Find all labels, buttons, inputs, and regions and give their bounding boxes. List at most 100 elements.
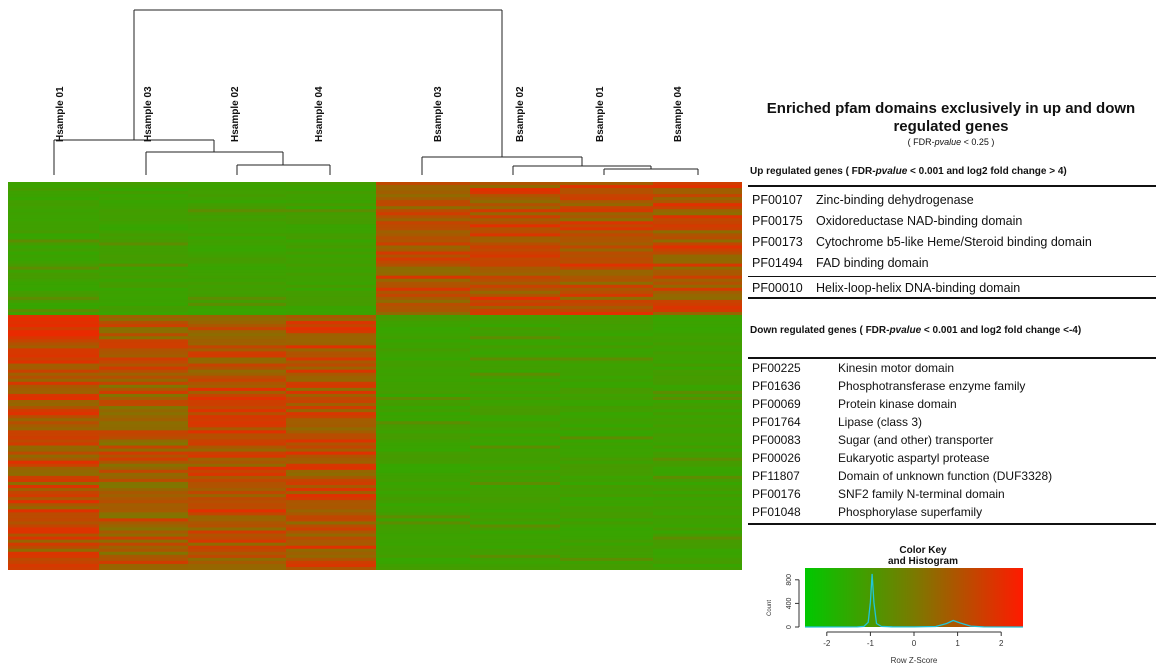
heatmap-cell <box>286 560 377 565</box>
heatmap-cell <box>286 242 377 247</box>
heatmap-cell <box>560 269 654 274</box>
heatmap-cell <box>376 524 471 529</box>
heatmap-cell <box>653 475 742 480</box>
heatmap-cell <box>470 424 561 428</box>
heatmap-cell <box>8 375 100 380</box>
heatmap-cell <box>560 384 654 389</box>
heatmap-cell <box>376 430 471 434</box>
heatmap-cell <box>470 406 561 410</box>
heatmap-cell <box>560 488 654 492</box>
heatmap-cell <box>286 330 377 334</box>
heatmap-cell <box>286 351 377 356</box>
heatmap-cell <box>286 512 377 516</box>
heatmap-cell <box>560 433 654 438</box>
heatmap-cell <box>470 351 561 356</box>
heatmap-cell <box>99 278 189 283</box>
heatmap-cell <box>286 369 377 374</box>
heatmap-cell <box>653 563 742 568</box>
heatmap-cell <box>470 194 561 198</box>
heatmap-cell <box>653 230 742 234</box>
heatmap-cell <box>653 248 742 253</box>
heatmap-cell <box>470 506 561 510</box>
heatmap-cell <box>99 406 189 410</box>
heatmap-cell <box>286 563 377 568</box>
heatmap-cell <box>286 384 377 389</box>
up-section-header: Up regulated genes ( FDR-pvalue < 0.001 … <box>750 166 1067 177</box>
heatmap-cell <box>470 445 561 450</box>
heatmap-cell <box>560 327 654 331</box>
heatmap-cell <box>8 400 100 404</box>
heatmap-cell <box>99 200 189 204</box>
heatmap-cell <box>470 400 561 404</box>
heatmap-cell <box>8 287 100 292</box>
heatmap-cell <box>560 424 654 428</box>
heatmap-cell <box>470 203 561 207</box>
heatmap-cell <box>99 485 189 489</box>
heatmap-cell <box>470 384 561 389</box>
heatmap-cell <box>99 302 189 307</box>
heatmap-cell <box>653 242 742 247</box>
heatmap-cell <box>286 284 377 289</box>
dendro-root <box>133 9 503 157</box>
heatmap-cell <box>560 336 654 340</box>
heatmap-cell <box>286 302 377 307</box>
heatmap-cell <box>560 554 654 559</box>
heatmap-cell <box>188 536 287 541</box>
color-key-x-tick-label: 2 <box>999 639 1004 648</box>
heatmap-cell <box>653 478 742 483</box>
heatmap-cell <box>188 445 287 450</box>
color-key-x-tick-label: 1 <box>955 639 960 648</box>
down-section-header: Down regulated genes ( FDR-pvalue < 0.00… <box>750 325 1082 336</box>
heatmap-cell <box>376 421 471 425</box>
heatmap-cell <box>376 182 471 186</box>
heatmap-cell <box>188 557 287 562</box>
color-key-title: Color Key and Histogram <box>887 545 958 567</box>
heatmap <box>8 182 742 570</box>
heatmap-cell <box>470 396 561 401</box>
heatmap-cell <box>653 406 742 410</box>
heatmap-cell <box>99 357 189 362</box>
heatmap-cell <box>188 488 287 492</box>
dendro-branch <box>512 165 652 175</box>
heatmap-cell <box>99 442 189 447</box>
heatmap-cell <box>560 200 654 204</box>
heatmap-cell <box>470 290 561 295</box>
heatmap-cell <box>560 236 654 241</box>
heatmap-cell <box>286 197 377 201</box>
heatmap-cell <box>470 233 561 238</box>
heatmap-cell <box>286 509 377 513</box>
heatmap-cell <box>470 427 561 431</box>
heatmap-cell <box>99 227 189 231</box>
heatmap-cell <box>470 263 561 268</box>
table-row: PF00083 Sugar (and other) transporter <box>752 433 994 447</box>
heatmap-cell <box>376 372 471 377</box>
heatmap-cell <box>653 524 742 529</box>
heatmap-cell <box>470 308 561 313</box>
heatmap-cell <box>560 197 654 201</box>
heatmap-cell <box>8 372 100 377</box>
heatmap-cell <box>188 375 287 380</box>
heatmap-cell <box>286 506 377 510</box>
heatmap-cell <box>376 311 471 316</box>
heatmap-cell <box>99 460 189 465</box>
heatmap-cell <box>470 321 561 325</box>
heatmap-cell <box>286 521 377 526</box>
heatmap-cell <box>653 272 742 277</box>
heatmap-cell <box>286 412 377 416</box>
heatmap-cell <box>470 218 561 222</box>
heatmap-cell <box>470 557 561 562</box>
heatmap-cell <box>470 436 561 441</box>
heatmap-cell <box>376 200 471 204</box>
heatmap-cell <box>653 245 742 250</box>
heatmap-cell <box>376 233 471 238</box>
heatmap-cell <box>470 221 561 225</box>
heatmap-cell <box>653 488 742 492</box>
heatmap-cell <box>376 494 471 498</box>
heatmap-cell <box>8 260 100 265</box>
heatmap-cell <box>99 560 189 565</box>
heatmap-cell <box>99 257 189 262</box>
heatmap-cell <box>376 254 471 259</box>
heatmap-cell <box>653 530 742 535</box>
heatmap-cell <box>286 494 377 498</box>
heatmap-cell <box>560 369 654 374</box>
